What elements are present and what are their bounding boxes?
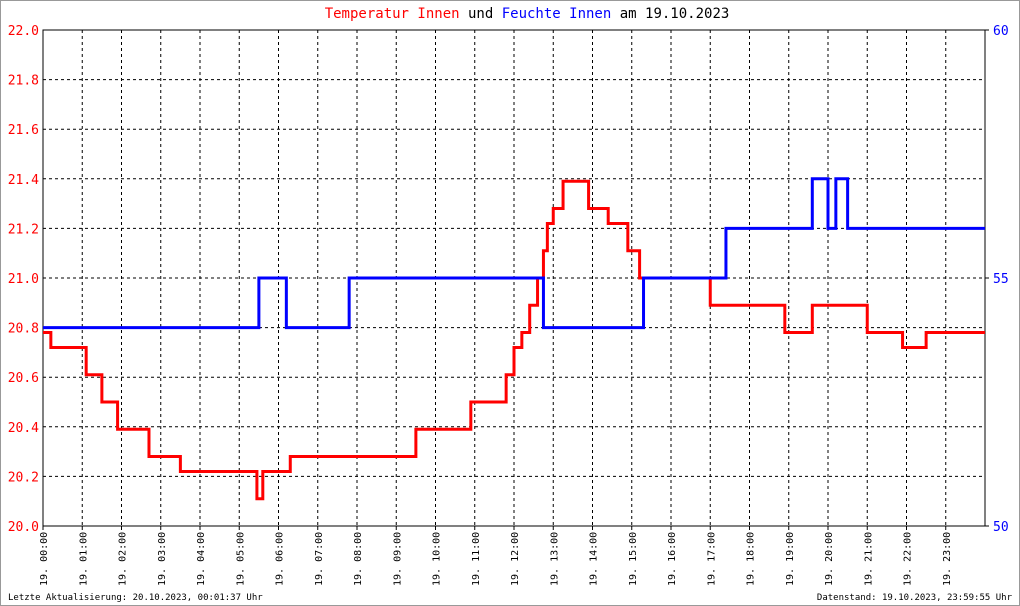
y-tick-label: 21.8 [8,74,39,89]
series-line [43,179,985,501]
x-tick-label: 19. 08:00 [353,532,364,586]
x-tick-label: 19. 11:00 [471,532,482,586]
footer-right: Datenstand: 19.10.2023, 23:59:55 Uhr [817,593,1013,603]
x-tick-label: 19. 16:00 [667,532,678,586]
title-part: und [468,6,493,22]
x-tick-label: 19. 21:00 [863,532,874,586]
x-tick-label: 19. 03:00 [157,532,168,586]
x-tick-label: 19. 23:00 [942,532,953,586]
y-tick-label: 21.4 [8,173,39,188]
x-tick-label: 19. 10:00 [432,532,443,586]
x-tick-label: 19. 07:00 [314,532,325,586]
x-tick-label: 19. 09:00 [392,532,403,586]
y-tick-label: 20.8 [8,322,39,337]
y-tick-label: 21.2 [8,222,39,237]
y2-tick-label: 60 [993,24,1009,39]
footer-left: Letzte Aktualisierung: 20.10.2023, 00:01… [8,593,263,603]
x-tick-label: 19. 13:00 [549,532,560,586]
y2-tick-label: 50 [993,520,1009,535]
x-tick-label: 19. 02:00 [118,532,129,586]
y-tick-label: 21.6 [8,123,39,138]
x-tick-label: 19. 01:00 [78,532,89,586]
x-tick-label: 19. 12:00 [510,532,521,586]
x-tick-label: 19. 06:00 [275,532,286,586]
x-tick-label: 19. 19:00 [785,532,796,586]
y2-tick-label: 55 [993,272,1009,287]
y-tick-label: 20.6 [8,371,39,386]
series-line [43,177,985,330]
x-tick-label: 19. 05:00 [235,532,246,586]
x-tick-label: 19. 20:00 [824,532,835,586]
title-part: am 19.10.2023 [620,6,730,22]
title-part: Feuchte Innen [502,6,612,22]
plot-border [42,29,986,527]
x-tick-label: 19. 18:00 [746,532,757,586]
y-tick-label: 22.0 [8,24,39,39]
x-tick-label: 19. 04:00 [196,532,207,586]
x-tick-label: 19. 17:00 [706,532,717,586]
title-part: Temperatur Innen [325,6,460,22]
x-tick-label: 19. 22:00 [903,532,914,586]
y-tick-label: 20.2 [8,470,39,485]
y-tick-label: 21.0 [8,272,39,287]
x-tick-label: 19. 15:00 [628,532,639,586]
x-tick-label: 19. 14:00 [589,532,600,586]
y-tick-label: 20.4 [8,421,39,436]
y-tick-label: 20.0 [8,520,39,535]
chart-title: Temperatur Innen und Feuchte Innen am 19… [325,6,730,22]
x-tick-label: 19. 00:00 [39,532,50,586]
